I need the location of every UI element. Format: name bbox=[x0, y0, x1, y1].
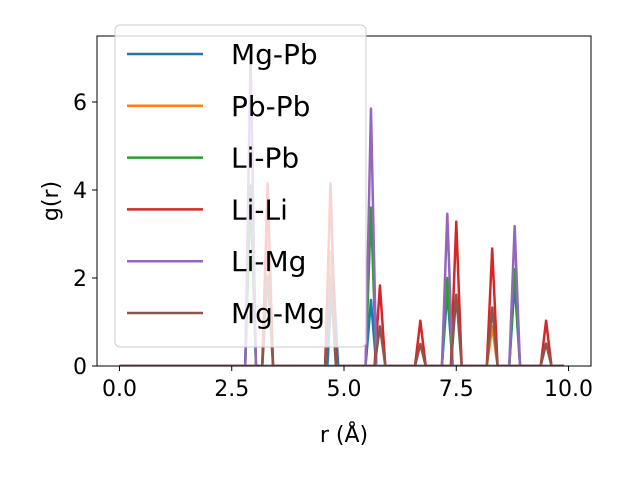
legend-label: Li-Mg bbox=[231, 245, 306, 278]
x-tick-label: 7.5 bbox=[439, 377, 474, 402]
legend-label: Li-Li bbox=[231, 193, 288, 226]
x-tick-label: 5.0 bbox=[327, 377, 362, 402]
x-axis-label: r (Å) bbox=[320, 421, 368, 448]
y-tick-label: 6 bbox=[73, 91, 87, 116]
legend-label: Mg-Mg bbox=[231, 297, 325, 330]
legend-label: Li-Pb bbox=[231, 142, 299, 175]
series-line-li-li bbox=[119, 182, 565, 366]
x-tick-label: 0.0 bbox=[102, 377, 137, 402]
y-tick-label: 4 bbox=[73, 179, 87, 204]
x-tick-label: 10.0 bbox=[544, 377, 593, 402]
legend: Mg-Pb Pb-Pb Li-Pb Li-Li Li-Mg Mg-Mg bbox=[114, 24, 367, 348]
y-tick-label: 0 bbox=[73, 355, 87, 380]
y-tick-label: 2 bbox=[73, 267, 87, 292]
series-line-mg-mg bbox=[119, 274, 565, 366]
x-axis: 0.0 2.5 5.0 7.5 10.0 bbox=[102, 366, 593, 402]
legend-label: Pb-Pb bbox=[231, 90, 310, 123]
y-axis-label: g(r) bbox=[39, 181, 64, 221]
legend-label: Mg-Pb bbox=[231, 38, 318, 71]
y-axis: 0 2 4 6 bbox=[73, 91, 97, 380]
x-tick-label: 2.5 bbox=[214, 377, 249, 402]
